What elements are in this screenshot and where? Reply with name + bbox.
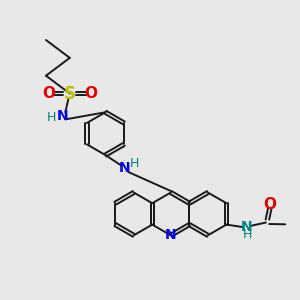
- Text: O: O: [263, 197, 276, 212]
- Text: H: H: [130, 157, 139, 169]
- Text: O: O: [42, 86, 55, 101]
- Text: N: N: [56, 109, 68, 123]
- Text: N: N: [119, 161, 130, 176]
- Text: H: H: [47, 111, 57, 124]
- Text: N: N: [241, 220, 252, 234]
- Text: S: S: [64, 85, 76, 103]
- Text: N: N: [165, 228, 177, 242]
- Text: O: O: [85, 86, 98, 101]
- Text: H: H: [243, 228, 253, 241]
